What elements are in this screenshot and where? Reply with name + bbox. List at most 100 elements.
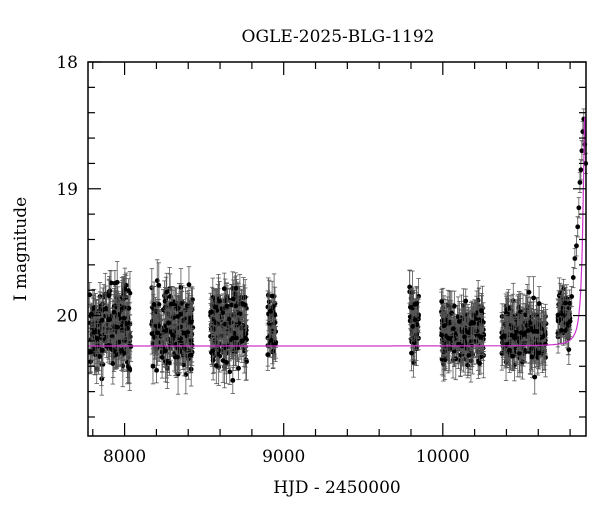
data-point xyxy=(410,324,416,329)
data-layer xyxy=(87,108,589,396)
data-point xyxy=(243,331,249,337)
data-point xyxy=(462,334,467,340)
data-point xyxy=(243,335,248,341)
data-point xyxy=(186,282,192,288)
data-point xyxy=(166,320,172,326)
data-point xyxy=(212,304,218,310)
data-point xyxy=(106,293,112,299)
data-point xyxy=(463,298,469,304)
data-point xyxy=(88,359,93,365)
data-point xyxy=(465,329,470,335)
data-point xyxy=(230,335,236,341)
data-point xyxy=(414,301,419,307)
data-point xyxy=(97,354,103,359)
data-point xyxy=(522,348,528,353)
data-point xyxy=(477,361,482,366)
data-point xyxy=(416,293,422,299)
data-point xyxy=(181,362,187,368)
data-point xyxy=(224,303,230,309)
data-point xyxy=(126,305,132,311)
data-point xyxy=(116,312,121,317)
data-point xyxy=(466,353,472,358)
data-point xyxy=(188,315,194,321)
data-point xyxy=(111,309,117,315)
data-point xyxy=(154,309,160,315)
data-point xyxy=(115,324,120,330)
data-point xyxy=(441,323,447,329)
data-point xyxy=(238,325,244,331)
data-point xyxy=(217,298,222,304)
data-point xyxy=(479,318,485,324)
data-point xyxy=(150,363,156,369)
data-point xyxy=(220,358,226,363)
data-point xyxy=(409,304,415,310)
chart-title: OGLE-2025-BLG-1192 xyxy=(242,27,435,47)
data-point xyxy=(170,332,176,338)
data-point xyxy=(239,338,245,344)
data-point xyxy=(188,319,194,325)
data-point xyxy=(181,330,187,336)
data-point xyxy=(536,301,542,306)
data-point xyxy=(269,293,275,299)
data-point xyxy=(116,339,121,345)
data-point xyxy=(451,303,457,309)
data-point xyxy=(409,350,414,356)
data-point xyxy=(210,357,216,363)
data-point xyxy=(171,315,176,320)
data-point xyxy=(99,317,105,323)
data-point xyxy=(455,314,461,320)
data-point xyxy=(119,348,125,353)
data-point xyxy=(184,303,190,309)
data-point xyxy=(230,296,236,302)
data-point xyxy=(236,365,241,371)
data-point xyxy=(108,280,114,286)
data-point xyxy=(88,349,94,355)
data-point xyxy=(453,356,459,362)
data-point xyxy=(107,317,113,322)
data-point xyxy=(240,301,246,307)
data-point xyxy=(154,367,159,373)
data-point xyxy=(412,317,418,323)
data-point xyxy=(185,329,191,335)
data-point xyxy=(213,363,219,368)
data-point xyxy=(499,350,505,356)
data-point xyxy=(465,362,471,368)
data-point xyxy=(220,310,226,316)
data-point xyxy=(110,361,116,366)
data-point xyxy=(168,341,173,347)
data-point xyxy=(189,342,195,348)
data-point xyxy=(439,332,444,338)
data-point xyxy=(159,354,165,360)
data-point xyxy=(450,326,456,332)
data-point xyxy=(99,348,105,353)
data-point xyxy=(175,314,181,319)
data-point xyxy=(91,329,97,335)
data-point xyxy=(156,302,162,307)
data-point xyxy=(151,302,157,307)
data-point xyxy=(268,337,274,343)
data-point xyxy=(469,320,475,325)
data-point xyxy=(504,307,510,313)
data-point xyxy=(227,369,233,375)
data-point xyxy=(114,279,120,285)
data-point xyxy=(447,336,453,342)
data-point xyxy=(265,352,271,358)
data-point xyxy=(127,366,133,372)
data-point xyxy=(169,301,174,307)
data-point xyxy=(208,310,214,315)
data-point xyxy=(531,295,537,301)
data-point xyxy=(478,354,484,360)
data-point xyxy=(414,322,420,327)
data-point xyxy=(233,335,239,341)
data-point xyxy=(230,377,236,383)
data-point xyxy=(221,286,227,292)
data-point xyxy=(470,312,476,318)
data-point xyxy=(232,331,238,336)
data-point xyxy=(103,305,109,311)
data-point xyxy=(267,308,273,314)
data-point xyxy=(459,352,464,358)
data-point xyxy=(163,348,168,354)
data-point xyxy=(460,329,465,335)
data-point xyxy=(479,308,484,313)
